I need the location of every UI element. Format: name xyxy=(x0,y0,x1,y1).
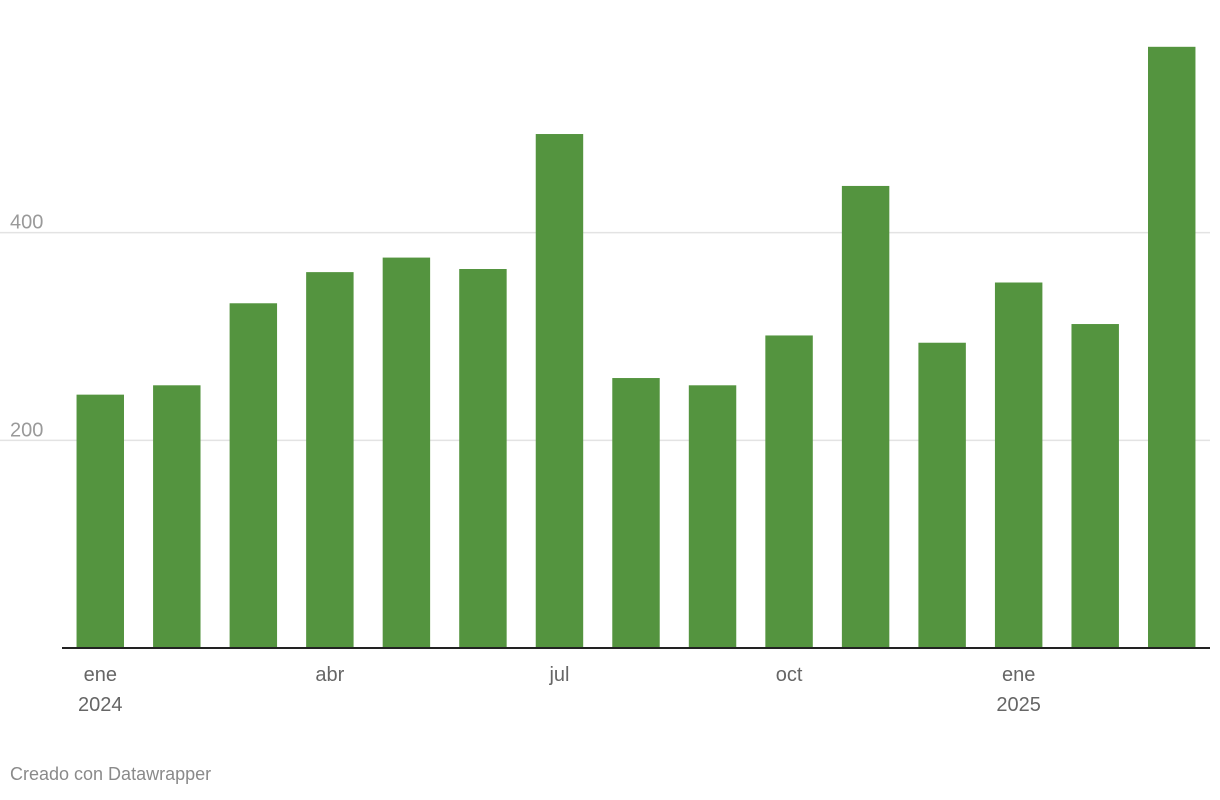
bar-jun-2024[interactable] xyxy=(459,269,507,648)
x-tick-label-abr: abr xyxy=(315,664,344,686)
bar-ene-2024[interactable] xyxy=(76,394,124,648)
bar-chart: 200 400 ene 2024 abr jul oct ene 2025 xyxy=(0,46,1210,716)
bars xyxy=(76,46,1196,649)
bar-feb-2025[interactable] xyxy=(1071,324,1119,648)
bar-sep-2024[interactable] xyxy=(688,385,737,648)
bar-oct-2024[interactable] xyxy=(765,335,813,648)
x-tick-label-jul: jul xyxy=(548,664,569,686)
bar-mar-2025[interactable] xyxy=(1148,46,1196,649)
bar-nov-2024[interactable] xyxy=(841,185,890,649)
bar-ene-2025[interactable] xyxy=(994,282,1043,648)
bar-feb-2024[interactable] xyxy=(153,385,201,648)
y-tick-label-400: 400 xyxy=(10,212,43,234)
credit-text[interactable]: Creado con Datawrapper xyxy=(10,764,212,784)
y-tick-label-200: 200 xyxy=(10,419,43,441)
x-tick-year-2025: 2025 xyxy=(996,694,1041,716)
bar-dic-2024[interactable] xyxy=(918,342,966,648)
bar-mar-2024[interactable] xyxy=(229,303,278,648)
x-tick-label-oct: oct xyxy=(776,664,803,686)
axes: 200 400 ene 2024 abr jul oct ene 2025 xyxy=(10,212,1210,716)
bar-may-2024[interactable] xyxy=(382,257,431,648)
bar-abr-2024[interactable] xyxy=(306,272,354,648)
x-tick-label-ene: ene xyxy=(1002,664,1035,686)
bar-ago-2024[interactable] xyxy=(612,378,660,648)
x-tick-year-2024: 2024 xyxy=(78,694,123,716)
bar-jul-2024[interactable] xyxy=(535,134,584,648)
x-tick-label-ene: ene xyxy=(84,664,117,686)
